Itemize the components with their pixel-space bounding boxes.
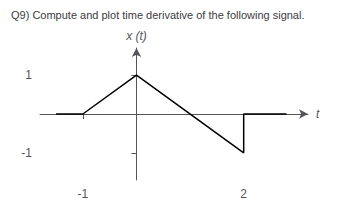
svg-text:1: 1	[25, 68, 32, 82]
svg-text:Q9) Compute and plot time deri: Q9) Compute and plot time derivative of …	[11, 9, 305, 21]
svg-text:2: 2	[240, 187, 247, 200]
svg-text:-1: -1	[78, 187, 89, 200]
svg-text:-1: -1	[21, 146, 32, 160]
svg-text:t: t	[316, 107, 320, 121]
svg-text:x (t): x (t)	[125, 29, 147, 43]
